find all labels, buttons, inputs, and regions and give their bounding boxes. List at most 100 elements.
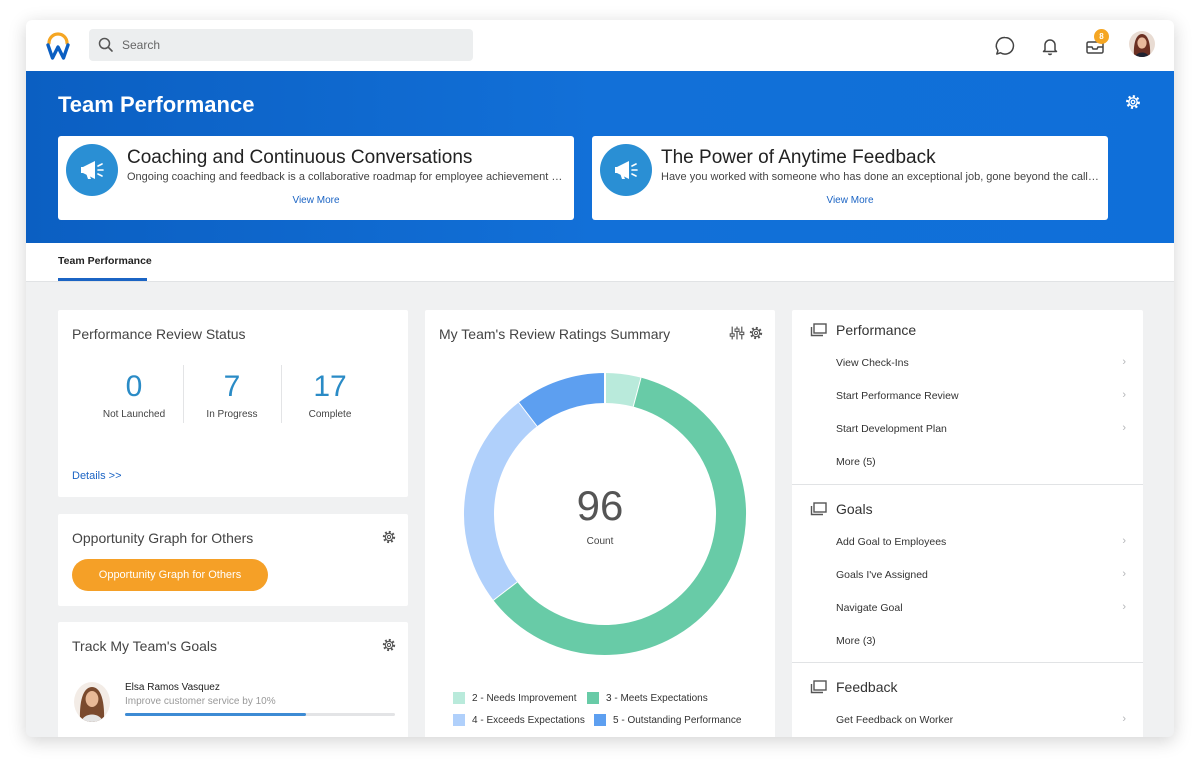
user-avatar[interactable]: [1129, 31, 1155, 57]
active-tab-indicator: [58, 278, 147, 281]
legend-label: 2 - Needs Improvement: [472, 692, 577, 704]
worklet-icon: [810, 502, 827, 516]
legend-item[interactable]: 4 - Exceeds Expectations: [453, 714, 585, 726]
chat-icon[interactable]: [993, 34, 1017, 58]
goal-progress-fill: [125, 713, 306, 716]
stat-label: Complete: [308, 409, 352, 420]
section-title: Feedback: [836, 679, 898, 695]
workday-logo-icon[interactable]: [44, 31, 72, 61]
legend-label: 3 - Meets Expectations: [606, 692, 708, 704]
donut-total: 96: [576, 482, 624, 529]
top-bar: 8: [26, 20, 1174, 71]
actions-panel: Performance View Check-Ins › Start Perfor…: [792, 310, 1143, 737]
legend-label: 5 - Outstanding Performance: [613, 714, 742, 726]
stat-value: 17: [313, 370, 347, 403]
ratings-donut-chart: [464, 373, 746, 655]
opportunity-graph-button[interactable]: Opportunity Graph for Others: [72, 559, 268, 591]
donut-slice-2[interactable]: [604, 373, 642, 407]
view-more-link[interactable]: View More: [826, 195, 874, 206]
goal-owner-name[interactable]: Elsa Ramos Vasquez: [125, 682, 220, 693]
stat-value: 0: [125, 370, 143, 403]
action-label: Start Performance Review: [836, 390, 959, 402]
chevron-right-icon: ›: [1122, 389, 1126, 401]
ratings-summary-card: My Team's Review Ratings Summary 96 Coun…: [425, 310, 775, 737]
action-more-goals[interactable]: More (3): [836, 635, 1126, 647]
action-start-performance-review[interactable]: Start Performance Review ›: [836, 389, 1126, 402]
promo-card-coaching[interactable]: Coaching and Continuous Conversations On…: [58, 136, 574, 220]
card-title: Track My Team's Goals: [72, 638, 218, 654]
legend-item[interactable]: 5 - Outstanding Performance: [594, 714, 741, 726]
action-label: Navigate Goal: [836, 602, 903, 614]
section-header-feedback: Feedback: [810, 679, 897, 695]
donut-slice-5[interactable]: [519, 373, 606, 427]
details-link[interactable]: Details >>: [72, 470, 122, 482]
action-navigate-goal[interactable]: Navigate Goal ›: [836, 601, 1126, 614]
action-add-goal-to-employees[interactable]: Add Goal to Employees ›: [836, 535, 1126, 548]
worklet-icon: [810, 680, 827, 694]
chevron-right-icon: ›: [1122, 713, 1126, 725]
search-bar[interactable]: [89, 29, 473, 61]
legend-swatch: [594, 714, 606, 726]
gear-icon[interactable]: [381, 637, 397, 653]
app-window: 8 Team Performance: [26, 20, 1174, 737]
action-label: More (5): [836, 456, 876, 468]
bell-icon[interactable]: [1038, 34, 1062, 58]
filter-sliders-icon[interactable]: [729, 325, 745, 341]
action-start-development-plan[interactable]: Start Development Plan ›: [836, 422, 1126, 435]
donut-total-label: Count: [586, 536, 614, 547]
stat-in-progress[interactable]: 7 In Progress: [183, 370, 281, 420]
action-get-feedback-on-worker[interactable]: Get Feedback on Worker ›: [836, 713, 1126, 726]
opportunity-graph-card: Opportunity Graph for Others Opportunity…: [58, 514, 408, 606]
card-title: Opportunity Graph for Others: [72, 530, 254, 546]
tab-strip: Team Performance: [26, 243, 1174, 282]
chevron-right-icon: ›: [1122, 535, 1126, 547]
legend-item[interactable]: 2 - Needs Improvement: [453, 692, 577, 704]
inbox-badge: 8: [1094, 29, 1109, 44]
action-more-performance[interactable]: More (5): [836, 456, 1126, 468]
divider: [183, 365, 184, 423]
action-goals-ive-assigned[interactable]: Goals I've Assigned ›: [836, 568, 1126, 581]
stat-label: Not Launched: [102, 409, 166, 420]
donut-slice-4[interactable]: [464, 402, 538, 600]
divider: [792, 484, 1143, 485]
chevron-right-icon: ›: [1122, 568, 1126, 580]
promo-description: Ongoing coaching and feedback is a colla…: [127, 171, 567, 183]
megaphone-icon: [600, 144, 652, 196]
section-header-performance: Performance: [810, 322, 916, 338]
stat-not-launched[interactable]: 0 Not Launched: [85, 370, 183, 420]
promo-description: Have you worked with someone who has don…: [661, 171, 1101, 183]
view-more-link[interactable]: View More: [292, 195, 340, 206]
legend-item[interactable]: 3 - Meets Expectations: [587, 692, 708, 704]
donut-slice-3[interactable]: [493, 377, 746, 655]
action-label: Get Feedback on Worker: [836, 714, 954, 726]
divider: [792, 662, 1143, 663]
gear-icon[interactable]: [1124, 93, 1142, 111]
gear-icon[interactable]: [381, 529, 397, 545]
tab-team-performance[interactable]: Team Performance: [58, 255, 152, 267]
section-header-goals: Goals: [810, 501, 873, 517]
chevron-right-icon: ›: [1122, 356, 1126, 368]
legend-swatch: [453, 692, 465, 704]
chevron-right-icon: ›: [1122, 601, 1126, 613]
stat-label: In Progress: [206, 409, 258, 420]
action-label: Start Development Plan: [836, 423, 947, 435]
action-label: Goals I've Assigned: [836, 569, 928, 581]
stat-complete[interactable]: 17 Complete: [281, 370, 379, 420]
legend-swatch: [587, 692, 599, 704]
promo-card-feedback[interactable]: The Power of Anytime Feedback Have you w…: [592, 136, 1108, 220]
card-title: Performance Review Status: [72, 326, 246, 342]
divider: [281, 365, 282, 423]
card-title: My Team's Review Ratings Summary: [439, 326, 671, 342]
search-input[interactable]: [122, 38, 442, 52]
action-label: Add Goal to Employees: [836, 536, 947, 548]
inbox-icon[interactable]: [1083, 34, 1107, 58]
chevron-right-icon: ›: [1122, 422, 1126, 434]
megaphone-icon: [66, 144, 118, 196]
action-view-check-ins[interactable]: View Check-Ins ›: [836, 356, 1126, 369]
gear-icon[interactable]: [748, 325, 764, 341]
avatar[interactable]: [74, 682, 110, 722]
promo-title: The Power of Anytime Feedback: [661, 147, 936, 168]
performance-review-status-card: Performance Review Status 0 Not Launched…: [58, 310, 408, 497]
action-label: More (3): [836, 635, 876, 647]
worklet-icon: [810, 323, 827, 337]
